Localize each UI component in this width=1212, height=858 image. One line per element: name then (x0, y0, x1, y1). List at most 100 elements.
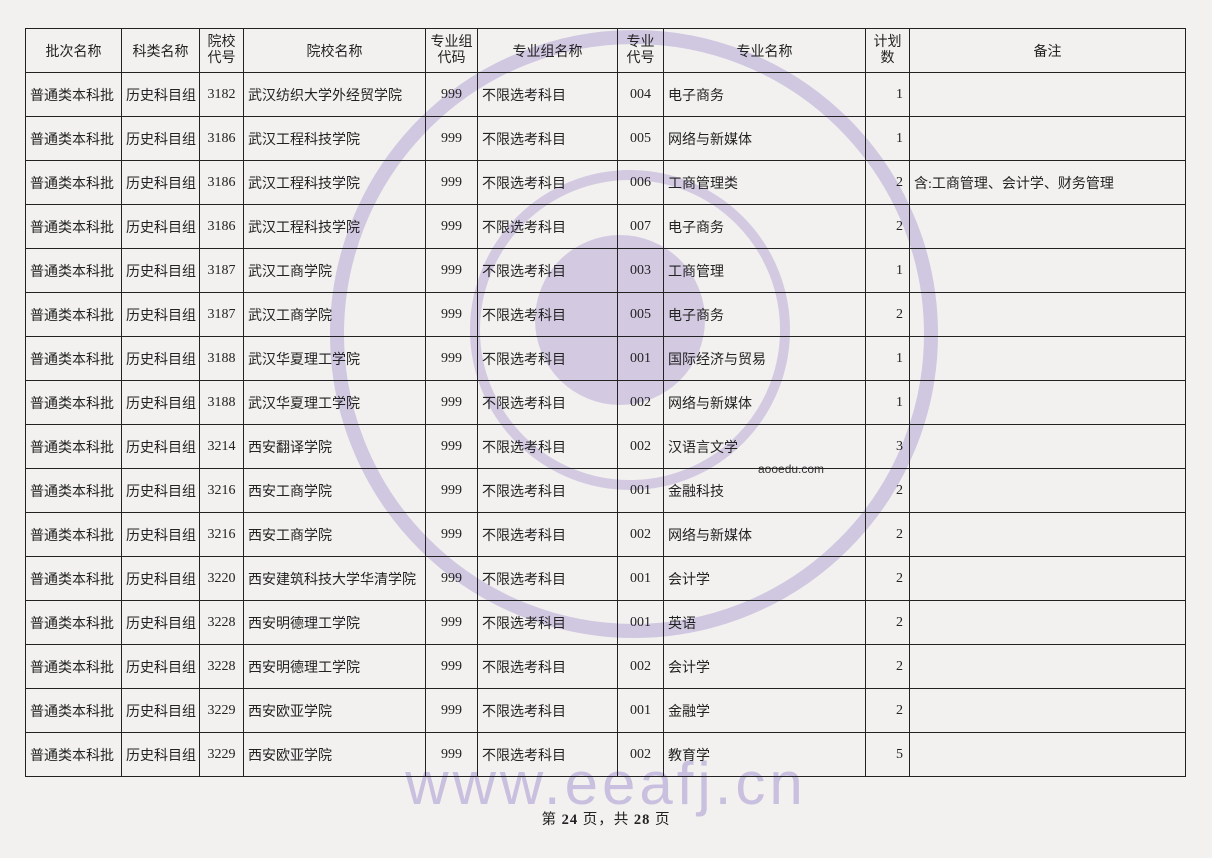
cell-school_code: 3187 (200, 293, 244, 337)
cell-group_code: 999 (426, 249, 478, 293)
cell-group_name: 不限选考科目 (478, 425, 618, 469)
cell-school_name: 武汉工程科技学院 (244, 117, 426, 161)
cell-plan: 2 (866, 689, 910, 733)
cell-major_name: 英语 (664, 601, 866, 645)
cell-group_name: 不限选考科目 (478, 73, 618, 117)
cell-major_name: 会计学 (664, 557, 866, 601)
cell-group_name: 不限选考科目 (478, 601, 618, 645)
cell-group_code: 999 (426, 117, 478, 161)
cell-subject: 历史科目组 (122, 513, 200, 557)
cell-school_name: 西安翻译学院 (244, 425, 426, 469)
table-row: 普通类本科批历史科目组3188武汉华夏理工学院999不限选考科目002网络与新媒… (26, 381, 1186, 425)
cell-major_name: 网络与新媒体 (664, 117, 866, 161)
cell-group_code: 999 (426, 733, 478, 777)
cell-batch: 普通类本科批 (26, 425, 122, 469)
col-school-code: 院校 代号 (200, 29, 244, 73)
cell-group_code: 999 (426, 293, 478, 337)
cell-school_name: 武汉工程科技学院 (244, 205, 426, 249)
cell-group_name: 不限选考科目 (478, 645, 618, 689)
cell-note (910, 689, 1186, 733)
page-footer: 第 24 页，共 28 页 (0, 808, 1212, 829)
cell-school_code: 3220 (200, 557, 244, 601)
cell-batch: 普通类本科批 (26, 73, 122, 117)
cell-major_name: 金融科技 (664, 469, 866, 513)
cell-group_name: 不限选考科目 (478, 381, 618, 425)
cell-school_name: 西安明德理工学院 (244, 645, 426, 689)
cell-plan: 1 (866, 381, 910, 425)
cell-major_code: 002 (618, 733, 664, 777)
cell-group_code: 999 (426, 601, 478, 645)
cell-group_code: 999 (426, 469, 478, 513)
col-major-name: 专业名称 (664, 29, 866, 73)
cell-note (910, 513, 1186, 557)
table-row: 普通类本科批历史科目组3220西安建筑科技大学华清学院999不限选考科目001会… (26, 557, 1186, 601)
cell-note (910, 117, 1186, 161)
cell-note: 含:工商管理、会计学、财务管理 (910, 161, 1186, 205)
cell-group_code: 999 (426, 645, 478, 689)
cell-plan: 2 (866, 601, 910, 645)
cell-note (910, 601, 1186, 645)
col-school-name: 院校名称 (244, 29, 426, 73)
footer-suffix: 页 (650, 812, 670, 828)
cell-plan: 2 (866, 469, 910, 513)
cell-note (910, 381, 1186, 425)
cell-school_name: 西安工商学院 (244, 513, 426, 557)
col-plan: 计划 数 (866, 29, 910, 73)
cell-subject: 历史科目组 (122, 557, 200, 601)
cell-group_name: 不限选考科目 (478, 293, 618, 337)
cell-school_name: 西安欧亚学院 (244, 689, 426, 733)
cell-batch: 普通类本科批 (26, 513, 122, 557)
cell-group_code: 999 (426, 205, 478, 249)
cell-subject: 历史科目组 (122, 469, 200, 513)
cell-plan: 2 (866, 161, 910, 205)
cell-school_name: 西安建筑科技大学华清学院 (244, 557, 426, 601)
cell-batch: 普通类本科批 (26, 689, 122, 733)
cell-group_name: 不限选考科目 (478, 557, 618, 601)
cell-group_name: 不限选考科目 (478, 117, 618, 161)
cell-major_code: 005 (618, 117, 664, 161)
cell-batch: 普通类本科批 (26, 249, 122, 293)
cell-batch: 普通类本科批 (26, 557, 122, 601)
cell-subject: 历史科目组 (122, 645, 200, 689)
table-row: 普通类本科批历史科目组3228西安明德理工学院999不限选考科目002会计学2 (26, 645, 1186, 689)
cell-plan: 3 (866, 425, 910, 469)
cell-major_name: 电子商务 (664, 293, 866, 337)
cell-plan: 2 (866, 557, 910, 601)
cell-plan: 1 (866, 249, 910, 293)
cell-school_name: 武汉工程科技学院 (244, 161, 426, 205)
cell-subject: 历史科目组 (122, 249, 200, 293)
cell-note (910, 293, 1186, 337)
cell-school_code: 3186 (200, 161, 244, 205)
cell-major_name: 教育学 (664, 733, 866, 777)
cell-group_code: 999 (426, 689, 478, 733)
cell-subject: 历史科目组 (122, 425, 200, 469)
cell-group_code: 999 (426, 73, 478, 117)
cell-group_name: 不限选考科目 (478, 733, 618, 777)
cell-batch: 普通类本科批 (26, 161, 122, 205)
cell-group_name: 不限选考科目 (478, 205, 618, 249)
cell-note (910, 425, 1186, 469)
cell-group_name: 不限选考科目 (478, 513, 618, 557)
cell-major_code: 004 (618, 73, 664, 117)
cell-plan: 2 (866, 293, 910, 337)
table-row: 普通类本科批历史科目组3229西安欧亚学院999不限选考科目001金融学2 (26, 689, 1186, 733)
cell-note (910, 733, 1186, 777)
cell-school_code: 3216 (200, 513, 244, 557)
col-group-code: 专业组 代码 (426, 29, 478, 73)
cell-school_name: 武汉工商学院 (244, 293, 426, 337)
cell-school_name: 武汉华夏理工学院 (244, 337, 426, 381)
cell-batch: 普通类本科批 (26, 337, 122, 381)
cell-major_code: 002 (618, 513, 664, 557)
cell-major_name: 工商管理类 (664, 161, 866, 205)
cell-group_name: 不限选考科目 (478, 161, 618, 205)
cell-school_code: 3228 (200, 645, 244, 689)
cell-subject: 历史科目组 (122, 161, 200, 205)
col-batch: 批次名称 (26, 29, 122, 73)
cell-school_name: 武汉纺织大学外经贸学院 (244, 73, 426, 117)
table-row: 普通类本科批历史科目组3229西安欧亚学院999不限选考科目002教育学5 (26, 733, 1186, 777)
cell-major_code: 006 (618, 161, 664, 205)
cell-batch: 普通类本科批 (26, 293, 122, 337)
cell-school_name: 西安明德理工学院 (244, 601, 426, 645)
cell-subject: 历史科目组 (122, 337, 200, 381)
cell-group_code: 999 (426, 425, 478, 469)
